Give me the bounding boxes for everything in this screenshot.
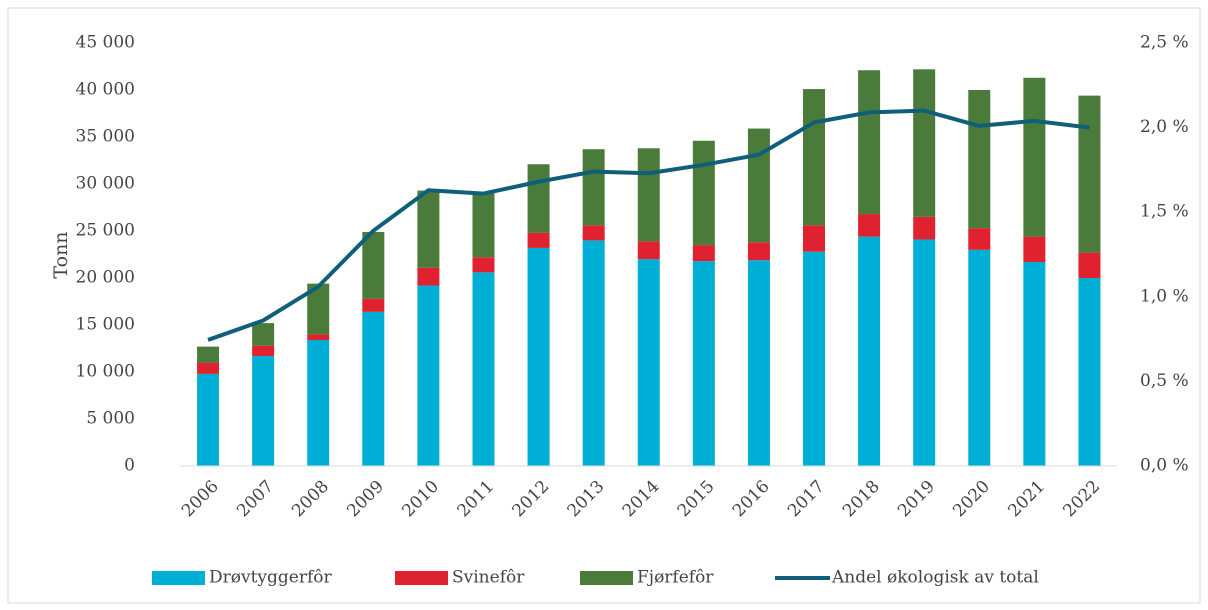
bar-segment	[858, 70, 881, 215]
bar-segment	[417, 267, 440, 286]
bar-segment	[858, 214, 881, 237]
bar-segment	[968, 90, 991, 229]
bar-segment	[582, 240, 605, 466]
legend-label: Andel økologisk av total	[831, 568, 1039, 588]
bar-segment	[968, 228, 991, 250]
bar-segment	[362, 311, 385, 466]
bar-segment	[197, 373, 220, 466]
bar-segment	[692, 140, 715, 246]
bar-segment	[692, 261, 715, 466]
line-series	[207, 108, 1090, 342]
bar-segment	[747, 128, 770, 243]
y2-tick-label: 1,0 %	[1140, 286, 1189, 306]
y-tick-label: 20 000	[76, 268, 135, 288]
bar-segment	[307, 283, 330, 335]
bar-segment	[197, 346, 220, 363]
y-tick-label: 5 000	[86, 409, 135, 429]
y2-tick-label: 1,5 %	[1140, 202, 1189, 222]
bar-segment	[803, 251, 826, 466]
y2-tick-label: 0,5 %	[1140, 371, 1189, 391]
bar-segment	[362, 298, 385, 312]
y-tick-label: 45 000	[76, 33, 135, 53]
bar-segment	[692, 245, 715, 262]
bar-segment	[417, 285, 440, 466]
bar-segment	[252, 345, 275, 357]
bar-segment	[527, 164, 550, 233]
bar-segment	[637, 148, 660, 242]
bar-segment	[637, 259, 660, 466]
bar-segment	[1023, 77, 1046, 237]
y2-tick-label: 2,5 %	[1140, 33, 1189, 53]
legend-label: Svinefôr	[452, 568, 525, 588]
y-tick-label: 25 000	[76, 221, 135, 241]
y-tick-label: 40 000	[76, 80, 135, 100]
bar-segment	[252, 356, 275, 466]
y-tick-label: 0	[124, 456, 135, 476]
bar-segment	[362, 231, 385, 299]
y-tick-label: 35 000	[76, 127, 135, 147]
y-axis-label: Tonn	[50, 231, 72, 278]
bar-segment	[913, 216, 936, 240]
bar-segment	[968, 249, 991, 466]
bar-segment	[527, 247, 550, 466]
bar-segment	[747, 260, 770, 466]
legend-label: Fjørfefôr	[637, 568, 714, 588]
bar-segment	[582, 225, 605, 241]
bar-segment	[858, 236, 881, 466]
bar-segment	[472, 257, 495, 273]
y-tick-label: 15 000	[76, 315, 135, 335]
y2-tick-label: 2,0 %	[1140, 117, 1189, 137]
bar-segment	[1078, 252, 1101, 278]
bar-segment	[527, 232, 550, 248]
legend-swatch	[152, 571, 205, 585]
bar-segment	[913, 69, 936, 217]
bar-segment	[252, 323, 275, 346]
bar-segment	[1023, 262, 1046, 466]
y2-tick-label: 0,0 %	[1140, 456, 1189, 476]
bar-segment	[307, 340, 330, 466]
bar-segment	[1078, 278, 1101, 466]
legend-swatch	[580, 571, 633, 585]
bar-segment	[417, 190, 440, 268]
bar-segment	[472, 272, 495, 466]
bar-segment	[1023, 236, 1046, 263]
bar-segment	[803, 225, 826, 252]
bar-segment	[637, 241, 660, 260]
bar-segment	[582, 149, 605, 226]
bar-segment	[747, 242, 770, 261]
y-tick-label: 10 000	[76, 362, 135, 382]
bar-segment	[472, 193, 495, 258]
bar-segment	[1078, 95, 1101, 253]
bar-segment	[913, 239, 936, 466]
bar-segment	[803, 89, 826, 226]
bar-segment	[307, 334, 330, 341]
legend-swatch	[395, 571, 448, 585]
bar-segment	[197, 362, 220, 374]
y-tick-label: 30 000	[76, 174, 135, 194]
legend-label: Drøvtyggerfôr	[209, 568, 333, 588]
